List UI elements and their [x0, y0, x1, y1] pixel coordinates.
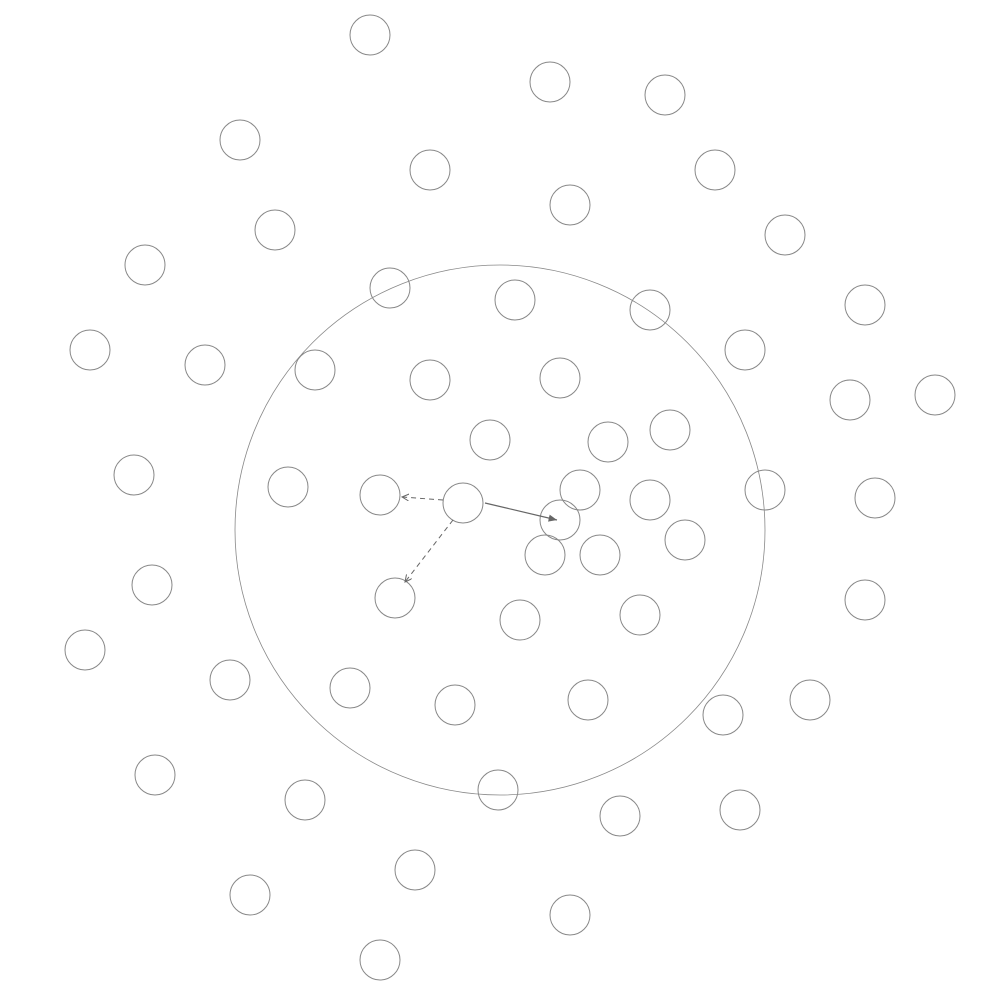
particle-node [720, 790, 760, 830]
particle-node [645, 75, 685, 115]
particle-node [132, 565, 172, 605]
particle-node [230, 875, 270, 915]
particle-node [650, 410, 690, 450]
particle-node [845, 285, 885, 325]
particle-node [550, 895, 590, 935]
particle-node [125, 245, 165, 285]
repulsion-arrow [402, 497, 443, 500]
particle-node [330, 668, 370, 708]
particle-node [495, 280, 535, 320]
particle-node [220, 120, 260, 160]
particle-nodes [65, 15, 955, 980]
particle-node [580, 535, 620, 575]
particle-node [790, 680, 830, 720]
particle-node [370, 268, 410, 308]
particle-node [588, 422, 628, 462]
particle-node [443, 483, 483, 523]
particle-node [560, 470, 600, 510]
particle-node [295, 350, 335, 390]
particle-node [855, 478, 895, 518]
particle-node [65, 630, 105, 670]
particle-node [568, 680, 608, 720]
particle-node [765, 215, 805, 255]
particle-node [630, 480, 670, 520]
particle-node [285, 780, 325, 820]
boundary-circle [235, 265, 765, 795]
particle-node [210, 660, 250, 700]
particle-node [410, 150, 450, 190]
particle-node [695, 150, 735, 190]
range-boundary [235, 265, 765, 795]
particle-node [375, 578, 415, 618]
repulsion-arrow [405, 520, 453, 582]
particle-node [525, 535, 565, 575]
particle-node [915, 375, 955, 415]
particle-node [268, 467, 308, 507]
particle-node [550, 185, 590, 225]
particle-node [725, 330, 765, 370]
direction-arrows [402, 497, 557, 582]
particle-node [360, 940, 400, 980]
particle-node [540, 358, 580, 398]
particle-node [435, 685, 475, 725]
particle-node [600, 796, 640, 836]
particle-node [70, 330, 110, 370]
particle-node [350, 15, 390, 55]
particle-node [185, 345, 225, 385]
particle-diagram [0, 0, 1000, 996]
particle-node [845, 580, 885, 620]
particle-node [620, 595, 660, 635]
particle-node [135, 755, 175, 795]
particle-node [540, 500, 580, 540]
particle-node [395, 850, 435, 890]
particle-node [360, 475, 400, 515]
particle-node [665, 520, 705, 560]
particle-node [703, 695, 743, 735]
particle-node [114, 455, 154, 495]
particle-node [630, 290, 670, 330]
particle-node [410, 360, 450, 400]
particle-node [745, 470, 785, 510]
particle-node [530, 62, 570, 102]
particle-node [478, 770, 518, 810]
particle-node [255, 210, 295, 250]
particle-node [500, 600, 540, 640]
particle-node [830, 380, 870, 420]
particle-node [470, 420, 510, 460]
